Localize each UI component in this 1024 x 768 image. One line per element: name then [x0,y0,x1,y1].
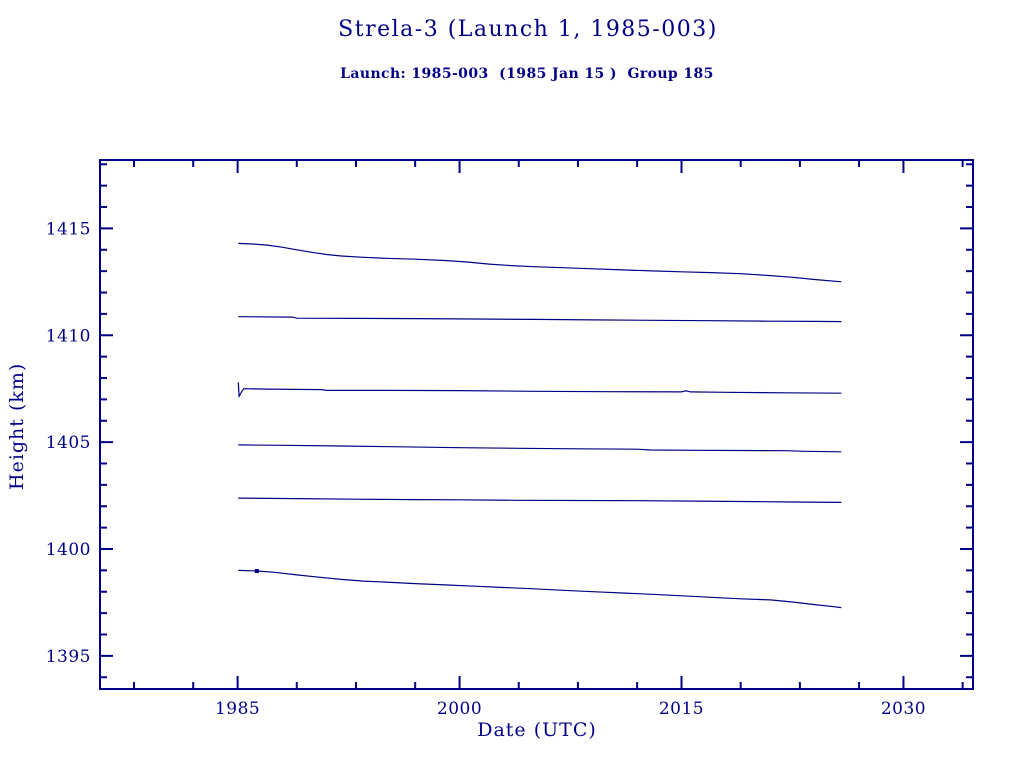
series-line-object-5 [238,497,842,503]
x-tick-label: 2030 [881,699,926,719]
y-tick-label: 1395 [46,647,91,667]
y-axis-label: Height (km) [6,362,28,490]
chart-title: Strela-3 (Launch 1, 1985-003) [338,17,718,42]
series-line-object-3 [237,382,842,399]
y-tick-label: 1415 [46,219,91,239]
series-line-object-1 [238,242,842,283]
data-point-marker [254,569,259,574]
y-tick-label: 1400 [46,540,91,560]
x-tick-label: 2015 [659,699,704,719]
y-tick-label: 1405 [46,433,91,453]
x-tick-label: 1985 [215,699,260,719]
chart-subtitle: Launch: 1985-003 (1985 Jan 15 ) Group 18… [340,66,714,82]
y-tick-label: 1410 [46,326,91,346]
series-line-object-2 [238,316,842,323]
plot-frame [99,159,974,690]
x-tick-label: 2000 [437,699,482,719]
series-line-object-4 [238,444,842,453]
x-axis-label: Date (UTC) [477,719,597,741]
series-line-object-6 [238,569,842,609]
